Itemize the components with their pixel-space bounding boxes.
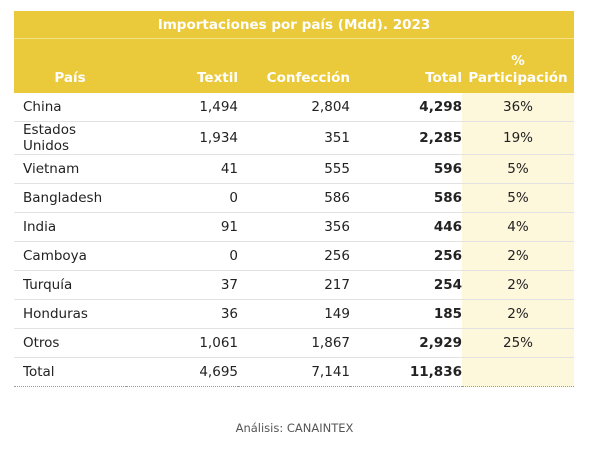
table-row: Otros 1,061 1,867 2,929 25%	[14, 328, 574, 358]
cell-total: 2,929	[350, 328, 462, 358]
cell-pais: Bangladesh	[14, 183, 126, 213]
cell-textil: 1,061	[126, 328, 238, 358]
cell-textil: 1,934	[126, 121, 238, 155]
cell-confeccion: 351	[238, 121, 350, 155]
cell-participacion: 4%	[462, 212, 574, 242]
cell-total: 596	[350, 154, 462, 184]
table-row: Camboya 0 256 256 2%	[14, 241, 574, 271]
header-participacion: % Participación	[462, 38, 574, 93]
cell-textil: 0	[126, 241, 238, 271]
cell-textil: 36	[126, 299, 238, 329]
header-total: Total	[350, 38, 462, 93]
cell-textil: 4,695	[126, 357, 238, 387]
cell-confeccion: 2,804	[238, 93, 350, 122]
cell-total: 11,836	[350, 357, 462, 387]
header-pais: País	[14, 38, 126, 93]
cell-textil: 41	[126, 154, 238, 184]
cell-total: 446	[350, 212, 462, 242]
cell-participacion	[462, 357, 574, 387]
header-pct-symbol: %	[511, 53, 525, 69]
cell-confeccion: 149	[238, 299, 350, 329]
cell-participacion: 5%	[462, 183, 574, 213]
cell-pais: Total	[14, 357, 126, 387]
cell-participacion: 2%	[462, 270, 574, 300]
cell-textil: 0	[126, 183, 238, 213]
table-row: Estados Unidos 1,934 351 2,285 19%	[14, 121, 574, 155]
cell-pais: India	[14, 212, 126, 242]
cell-pais: Estados Unidos	[14, 121, 126, 155]
header-pct-label: Participación	[468, 70, 568, 86]
cell-participacion: 2%	[462, 241, 574, 271]
cell-confeccion: 555	[238, 154, 350, 184]
table-row: Total 4,695 7,141 11,836	[14, 357, 574, 387]
header-confeccion: Confección	[238, 38, 350, 93]
cell-pais: Vietnam	[14, 154, 126, 184]
cell-textil: 91	[126, 212, 238, 242]
cell-total: 185	[350, 299, 462, 329]
cell-confeccion: 356	[238, 212, 350, 242]
cell-total: 256	[350, 241, 462, 271]
source-footer: Análisis: CANAINTEX	[235, 421, 354, 435]
cell-total: 2,285	[350, 121, 462, 155]
table-row: Bangladesh 0 586 586 5%	[14, 183, 574, 213]
table-title: Importaciones por país (Mdd). 2023	[14, 11, 574, 39]
cell-participacion: 36%	[462, 93, 574, 122]
cell-participacion: 2%	[462, 299, 574, 329]
cell-pais: Turquía	[14, 270, 126, 300]
table-row: Vietnam 41 555 596 5%	[14, 154, 574, 184]
cell-pais: China	[14, 93, 126, 122]
imports-table: Importaciones por país (Mdd). 2023 País …	[14, 11, 574, 387]
cell-participacion: 25%	[462, 328, 574, 358]
table-body: China 1,494 2,804 4,298 36% Estados Unidos 1,9…	[14, 93, 574, 387]
cell-participacion: 5%	[462, 154, 574, 184]
cell-participacion: 19%	[462, 121, 574, 155]
cell-total: 254	[350, 270, 462, 300]
cell-pais: Camboya	[14, 241, 126, 271]
cell-confeccion: 7,141	[238, 357, 350, 387]
cell-confeccion: 256	[238, 241, 350, 271]
table-row: Honduras 36 149 185 2%	[14, 299, 574, 329]
table-row: Turquía 37 217 254 2%	[14, 270, 574, 300]
cell-confeccion: 586	[238, 183, 350, 213]
cell-pais: Otros	[14, 328, 126, 358]
cell-textil: 37	[126, 270, 238, 300]
cell-total: 4,298	[350, 93, 462, 122]
cell-pais: Honduras	[14, 299, 126, 329]
table-row: India 91 356 446 4%	[14, 212, 574, 242]
header-textil: Textil	[126, 38, 238, 93]
cell-confeccion: 217	[238, 270, 350, 300]
table-row: China 1,494 2,804 4,298 36%	[14, 93, 574, 122]
imports-table-container: Importaciones por país (Mdd). 2023 País …	[14, 11, 574, 387]
cell-confeccion: 1,867	[238, 328, 350, 358]
cell-textil: 1,494	[126, 93, 238, 122]
cell-total: 586	[350, 183, 462, 213]
